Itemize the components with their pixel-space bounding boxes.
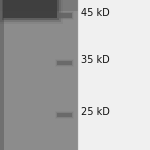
Bar (78, 0, 150, 150)
Bar (57, 13, 72, 18)
Bar (56, 12, 73, 19)
Bar (55, 11, 74, 20)
Bar (56, 60, 73, 66)
Bar (3, 0, 57, 18)
Bar (57, 61, 72, 65)
Bar (55, 111, 74, 119)
Bar (0, 0, 78, 150)
Text: 35 kD: 35 kD (81, 55, 110, 65)
Bar (55, 59, 74, 67)
Bar (0, 0, 78, 11)
Text: 45 kD: 45 kD (81, 8, 110, 18)
Bar (0, 0, 61, 22)
Bar (0, 0, 4, 150)
Text: 25 kD: 25 kD (81, 107, 110, 117)
Bar (2, 0, 58, 20)
Bar (0, 0, 63, 24)
Bar (56, 112, 73, 118)
Bar (57, 112, 72, 117)
